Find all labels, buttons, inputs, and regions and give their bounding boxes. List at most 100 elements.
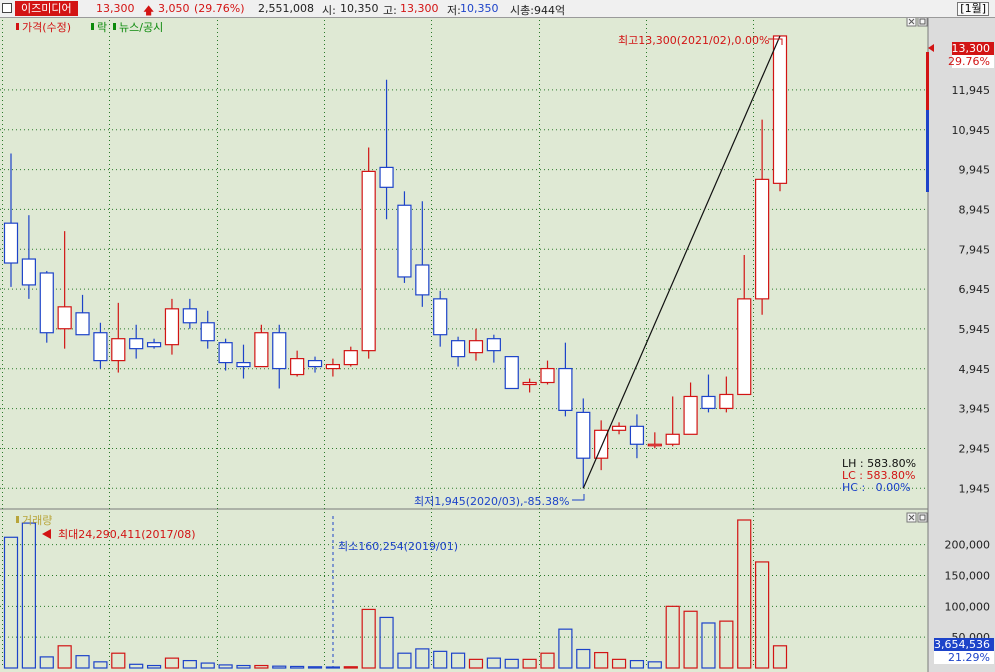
candle-body: [468, 340, 484, 354]
candle: [200, 310, 215, 349]
period-selector[interactable]: [1월]: [957, 2, 989, 16]
candle-body: [290, 358, 305, 376]
price-tick-label: 4,945: [959, 363, 991, 376]
volume-bar: [93, 661, 108, 669]
candle-body: [218, 342, 233, 364]
volume-bar: [433, 650, 448, 669]
candle: [3, 153, 19, 287]
candle-body: [755, 178, 770, 300]
price-tick-label: 10,945: [952, 124, 991, 137]
candle-body: [683, 395, 698, 435]
open-price: 10,350: [340, 2, 379, 15]
legend-price[interactable]: 가격(수정): [22, 21, 71, 34]
volume-bar: [146, 664, 162, 669]
candle: [254, 324, 269, 368]
volume-pane-restore-icon[interactable]: [917, 512, 928, 523]
candle-body: [307, 360, 323, 368]
candle-body: [325, 363, 341, 370]
volume-bar: [629, 659, 645, 669]
candle: [218, 338, 233, 371]
price-tick-label: 7,945: [959, 243, 991, 256]
candle: [540, 360, 555, 385]
candle: [576, 398, 591, 489]
candle: [93, 322, 108, 369]
volume-tick-label: 100,000: [945, 600, 991, 613]
price-pane-restore-icon[interactable]: [917, 18, 928, 27]
high-label: 고:: [383, 4, 397, 17]
candle: [111, 302, 126, 373]
candle-body: [629, 425, 645, 445]
max-pointer-icon: [768, 38, 783, 45]
volume-bar: [397, 652, 412, 669]
volume-bar: [522, 658, 537, 669]
volume-badge: [934, 638, 994, 651]
select-checkbox[interactable]: [2, 3, 12, 13]
volume-bar: [647, 661, 662, 669]
volume-bar: [254, 664, 269, 669]
candle: [594, 420, 609, 471]
volume-pane-options-icon[interactable]: [906, 512, 917, 523]
volume-bar: [772, 645, 788, 669]
legend-volume[interactable]: 거래량: [22, 514, 52, 527]
candle-body: [129, 338, 144, 350]
volume-bar: [39, 656, 54, 669]
candle-body: [576, 411, 591, 459]
volume-bar: [218, 664, 233, 669]
volume-bar: [468, 658, 484, 669]
volume-bar: [594, 651, 609, 669]
candle: [21, 215, 36, 299]
candle-body: [594, 429, 609, 459]
volume-bar: [683, 610, 698, 669]
volume-bar: [111, 652, 126, 669]
candle-body: [21, 258, 36, 286]
candle-body: [236, 361, 251, 368]
price-pane-options-icon[interactable]: [906, 18, 917, 27]
candle-body: [146, 342, 162, 348]
volume-bar: [129, 663, 144, 669]
volume-bar: [164, 657, 180, 669]
candle: [325, 358, 341, 377]
volume-bar: [290, 665, 305, 669]
price-tick-label: 1,945: [959, 482, 991, 495]
candle-body: [522, 381, 537, 386]
legend-news[interactable]: 뉴스/공시: [119, 21, 163, 34]
candle: [629, 414, 645, 459]
high-price: 13,300: [400, 2, 439, 15]
volume-bar: [236, 664, 251, 669]
vol-max-arrow-icon: [42, 529, 51, 539]
candle: [272, 324, 287, 389]
price-tick-label: 2,945: [959, 442, 991, 455]
volume-bar: [182, 659, 197, 669]
volume-tick-label: 150,000: [945, 570, 991, 583]
chart-canvas: 1,945 2,945 3,945 4,945 5,945 6,945 7,945 8,945…: [0, 18, 995, 672]
volume-bar: [3, 536, 19, 669]
price-badge: [952, 42, 994, 55]
candle: [665, 396, 680, 447]
legend-drop[interactable]: 락: [97, 21, 107, 34]
candle-body: [397, 204, 412, 278]
candle-body: [379, 166, 394, 188]
volume-pct-badge: [934, 651, 994, 664]
volume-bar: [665, 605, 680, 669]
min-pointer-icon: [572, 494, 585, 501]
candle: [236, 344, 251, 379]
volume-bar: [200, 662, 215, 669]
volume-bar: [576, 648, 591, 669]
candle-body: [272, 332, 287, 370]
vol-max-annotation: 최대24,290,411(2017/08): [58, 528, 196, 541]
volume-bar: [21, 522, 36, 669]
candle: [57, 231, 72, 349]
volume-bar: [719, 620, 734, 669]
price-marker-icon: [928, 44, 934, 52]
candle-body: [665, 433, 680, 445]
trade-volume: 2,551,008: [258, 2, 314, 15]
price-tick-label: 11,945: [952, 84, 991, 97]
candle: [558, 342, 573, 417]
stock-name[interactable]: 이즈미디어: [15, 1, 78, 16]
candle: [504, 356, 519, 390]
candle: [343, 346, 358, 367]
pct-badge-value: 29.76%: [948, 55, 990, 68]
candle-body: [647, 443, 662, 447]
volume-bar: [272, 665, 287, 669]
candle-body: [200, 322, 215, 342]
